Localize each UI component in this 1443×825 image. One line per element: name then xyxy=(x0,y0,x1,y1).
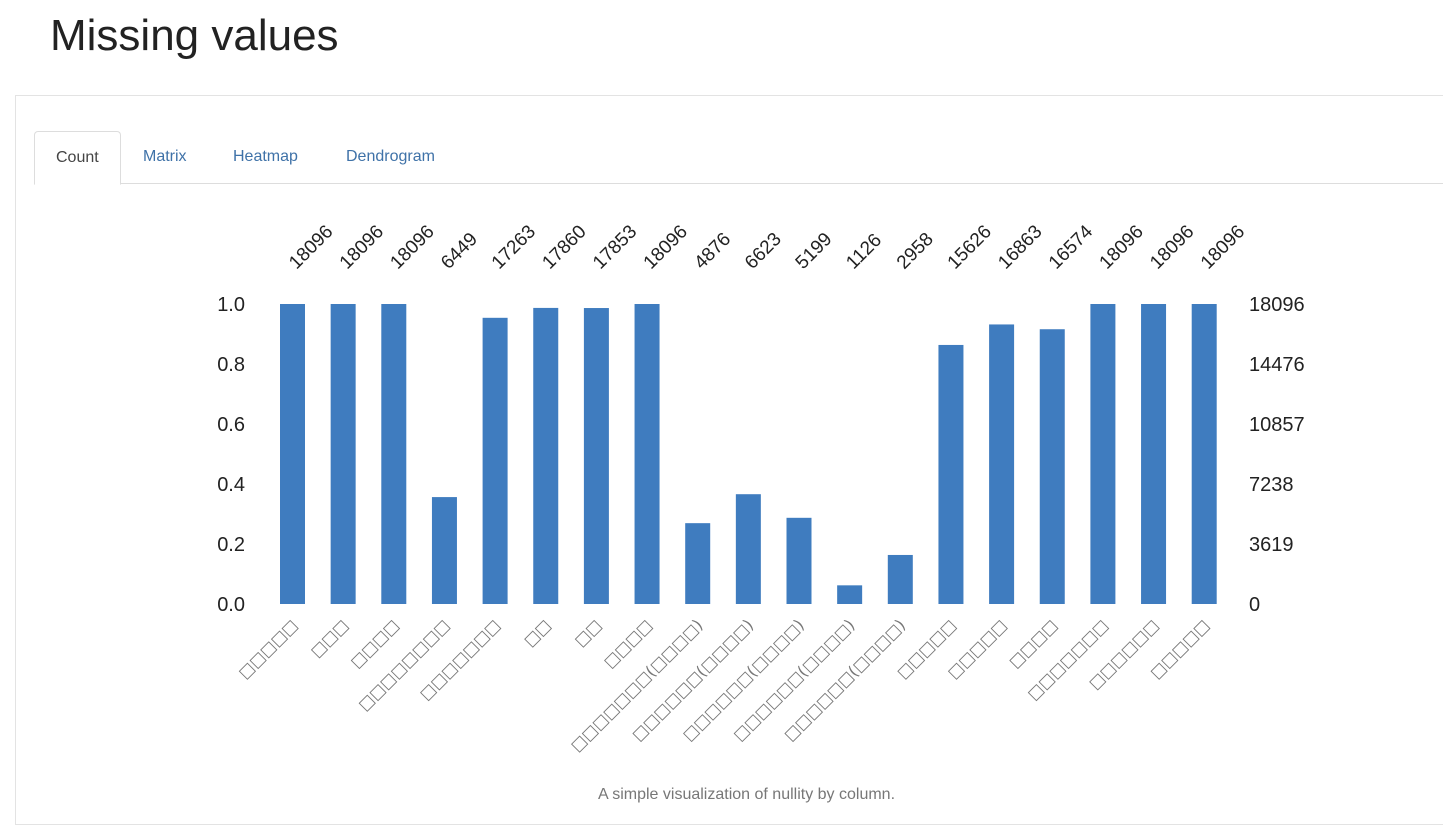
bar-count-label-14: 16863 xyxy=(994,221,1046,273)
bar-count-label-8: 4876 xyxy=(690,229,735,274)
bar-4 xyxy=(482,317,508,604)
category-label-3: □□□□□□□□ xyxy=(354,615,453,714)
bar-12 xyxy=(887,554,913,604)
category-label-0: □□□□□ xyxy=(234,615,301,682)
left-axis-tick-4: 0.8 xyxy=(217,354,245,376)
bar-count-label-13: 15626 xyxy=(944,221,996,273)
tab-count[interactable]: Count xyxy=(34,131,121,185)
bar-16 xyxy=(1090,304,1116,604)
bar-1 xyxy=(330,304,356,604)
left-axis-tick-2: 0.4 xyxy=(217,474,245,496)
bar-count-label-4: 17263 xyxy=(488,221,540,273)
bar-count-label-16: 18096 xyxy=(1096,221,1148,273)
category-label-6: □□ xyxy=(570,615,605,650)
bar-13 xyxy=(938,344,964,604)
bar-count-label-11: 1126 xyxy=(842,230,886,274)
bar-10 xyxy=(786,517,812,604)
tab-dendrogram[interactable]: Dendrogram xyxy=(346,148,435,165)
bar-count-label-3: 6449 xyxy=(437,229,482,274)
bar-count-label-2: 18096 xyxy=(386,221,438,273)
tab-bar: Count Matrix Heatmap Dendrogram xyxy=(34,131,1443,185)
right-axis-tick-1: 3619 xyxy=(1249,534,1294,556)
bar-14 xyxy=(989,324,1015,604)
right-axis-tick-4: 14476 xyxy=(1249,354,1305,376)
bar-count-label-10: 5199 xyxy=(792,229,837,274)
left-axis-tick-1: 0.2 xyxy=(217,534,245,556)
bar-17 xyxy=(1141,304,1167,604)
bar-18 xyxy=(1191,304,1217,604)
bar-count-label-5: 17860 xyxy=(538,221,590,273)
bar-count-label-1: 18096 xyxy=(336,221,388,273)
chart-caption: A simple visualization of nullity by col… xyxy=(597,786,896,803)
category-label-1: □□□ xyxy=(306,615,352,661)
right-axis-tick-2: 7238 xyxy=(1249,474,1294,496)
bar-count-label-9: 6623 xyxy=(741,229,786,274)
bar-count-label-0: 18096 xyxy=(285,221,337,273)
bar-count-label-18: 18096 xyxy=(1197,221,1249,273)
bar-count-label-15: 16574 xyxy=(1045,221,1098,274)
left-axis-tick-3: 0.6 xyxy=(217,414,245,436)
bar-3 xyxy=(431,497,457,604)
bar-15 xyxy=(1039,329,1065,604)
bar-count-label-7: 18096 xyxy=(640,221,692,273)
right-axis-tick-0: 0 xyxy=(1249,594,1260,616)
bar-7 xyxy=(634,304,660,604)
left-axis-tick-0: 0.0 xyxy=(217,594,245,616)
bar-5 xyxy=(533,307,559,604)
page-title: Missing values xyxy=(50,11,339,60)
bar-count-label-12: 2958 xyxy=(893,229,938,274)
tab-matrix[interactable]: Matrix xyxy=(143,148,187,165)
tab-heatmap[interactable]: Heatmap xyxy=(233,148,298,165)
bar-11 xyxy=(837,585,863,604)
bar-9 xyxy=(735,494,761,604)
right-axis-tick-5: 18096 xyxy=(1249,294,1305,316)
bar-count-label-17: 18096 xyxy=(1146,221,1198,273)
bar-0 xyxy=(280,304,305,604)
right-axis-tick-3: 10857 xyxy=(1249,414,1305,436)
bar-6 xyxy=(583,308,609,604)
left-axis-tick-5: 1.0 xyxy=(217,294,245,316)
bar-count-label-6: 17853 xyxy=(589,221,641,273)
bar-2 xyxy=(381,304,407,604)
category-label-5: □□ xyxy=(520,615,555,650)
bar-8 xyxy=(685,523,711,604)
